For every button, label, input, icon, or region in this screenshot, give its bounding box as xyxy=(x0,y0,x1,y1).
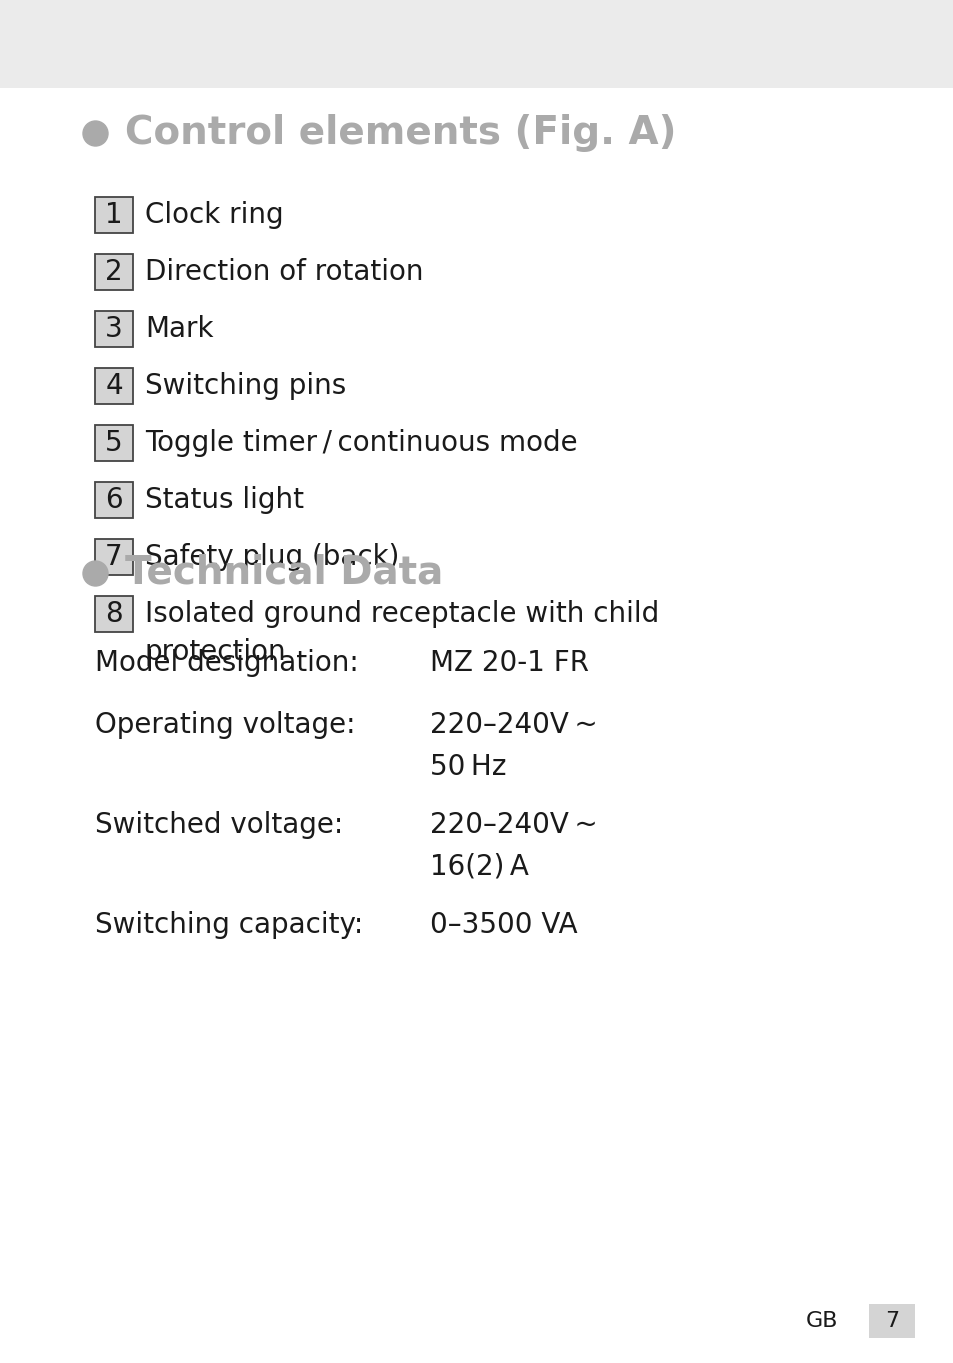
Text: Model designation:: Model designation: xyxy=(95,649,358,677)
Text: protection: protection xyxy=(145,638,286,667)
Text: 16(2) A: 16(2) A xyxy=(430,853,528,880)
Text: Safety plug (back): Safety plug (back) xyxy=(145,542,399,571)
Text: Clock ring: Clock ring xyxy=(145,200,283,229)
Text: GB: GB xyxy=(805,1311,838,1332)
Text: Switching capacity:: Switching capacity: xyxy=(95,910,363,939)
FancyBboxPatch shape xyxy=(95,596,132,632)
FancyBboxPatch shape xyxy=(95,311,132,348)
Text: 220–240V ~: 220–240V ~ xyxy=(430,711,598,739)
Text: 0–3500 VA: 0–3500 VA xyxy=(430,910,577,939)
Text: Technical Data: Technical Data xyxy=(125,553,443,592)
Bar xyxy=(0,0,953,89)
Text: Isolated ground receptacle with child: Isolated ground receptacle with child xyxy=(145,600,659,628)
FancyBboxPatch shape xyxy=(95,198,132,233)
Text: 4: 4 xyxy=(105,372,123,399)
Text: 1: 1 xyxy=(105,200,123,229)
Text: Status light: Status light xyxy=(145,487,304,514)
FancyBboxPatch shape xyxy=(95,254,132,290)
Text: Mark: Mark xyxy=(145,315,213,343)
Text: 7: 7 xyxy=(884,1311,898,1332)
Text: 5: 5 xyxy=(105,429,123,457)
Text: 2: 2 xyxy=(105,258,123,286)
Text: 220–240V ~: 220–240V ~ xyxy=(430,811,598,840)
FancyBboxPatch shape xyxy=(95,483,132,518)
Text: 8: 8 xyxy=(105,600,123,628)
Text: Switched voltage:: Switched voltage: xyxy=(95,811,343,840)
Text: Control elements (Fig. A): Control elements (Fig. A) xyxy=(125,114,676,153)
Text: 7: 7 xyxy=(105,542,123,571)
FancyBboxPatch shape xyxy=(95,425,132,461)
Text: 3: 3 xyxy=(105,315,123,343)
Text: 6: 6 xyxy=(105,487,123,514)
Text: 50 Hz: 50 Hz xyxy=(430,752,506,781)
Text: MZ 20-1 FR: MZ 20-1 FR xyxy=(430,649,588,677)
Text: Switching pins: Switching pins xyxy=(145,372,346,399)
Bar xyxy=(868,1304,914,1338)
FancyBboxPatch shape xyxy=(95,368,132,403)
Text: Operating voltage:: Operating voltage: xyxy=(95,711,355,739)
FancyBboxPatch shape xyxy=(95,538,132,575)
Text: Toggle timer / continuous mode: Toggle timer / continuous mode xyxy=(145,429,577,457)
Text: Direction of rotation: Direction of rotation xyxy=(145,258,423,286)
